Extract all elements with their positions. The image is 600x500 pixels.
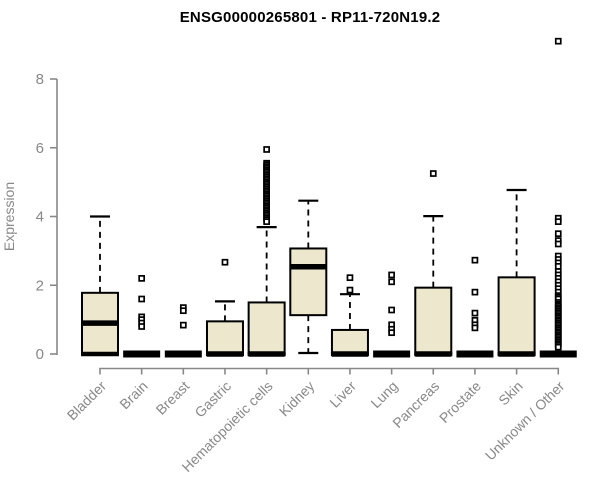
- flat-bar: [123, 350, 161, 358]
- outlier-point: [388, 306, 395, 314]
- box: [414, 286, 453, 355]
- outlier-point: [554, 37, 562, 45]
- boxplot-liver: [330, 274, 369, 357]
- outlier-point: [471, 288, 479, 296]
- outlier-point: [221, 258, 229, 266]
- outlier-point: [429, 170, 437, 177]
- outlier-point: [554, 218, 562, 226]
- outlier-point: [263, 146, 270, 153]
- x-tick-label-liver: Liver: [326, 378, 359, 411]
- outlier-point: [346, 274, 354, 282]
- outlier-point: [471, 324, 479, 332]
- boxplot-pancreas: [414, 170, 453, 357]
- boxplot-kidney: [289, 199, 328, 355]
- outlier-point: [388, 278, 395, 286]
- outlier-point: [554, 343, 562, 351]
- flat-bar: [373, 350, 411, 358]
- outlier-point: [471, 256, 479, 264]
- x-tick-label-unknown-other: Unknown / Other: [482, 378, 568, 464]
- flat-bar: [164, 350, 202, 358]
- outlier-point: [346, 286, 354, 294]
- boxplot-breast: [164, 304, 202, 358]
- boxplot-gastric: [205, 258, 244, 357]
- outlier-point: [179, 307, 187, 315]
- outlier-point: [138, 295, 146, 303]
- y-tick-label: 6: [36, 140, 44, 157]
- outlier-point: [554, 262, 562, 270]
- y-tick-label: 0: [36, 346, 44, 363]
- boxplot-hematopoietic-cells: [247, 146, 286, 357]
- x-tick-label-kidney: Kidney: [276, 378, 318, 420]
- x-tick-label-bladder: Bladder: [64, 378, 110, 424]
- outlier-point: [138, 275, 146, 282]
- outlier-point: [388, 329, 395, 337]
- boxplot-prostate: [456, 256, 494, 358]
- outlier-point: [263, 218, 270, 226]
- boxplot-skin: [497, 188, 536, 357]
- x-tick-label-skin: Skin: [495, 378, 526, 409]
- outlier-point: [138, 323, 146, 330]
- flat-bar: [539, 350, 577, 358]
- box: [205, 320, 244, 355]
- y-tick-label: 2: [36, 277, 44, 294]
- box: [330, 328, 369, 355]
- x-tick-label-lung: Lung: [367, 378, 400, 411]
- y-tick-label: 8: [36, 71, 44, 88]
- y-axis-label: Expression: [1, 182, 17, 251]
- boxplot-lung: [373, 271, 411, 358]
- chart-title: ENSG00000265801 - RP11-720N19.2: [179, 9, 441, 26]
- x-tick-label-brain: Brain: [116, 378, 150, 412]
- outlier-point: [179, 321, 187, 329]
- x-tick-label-prostate: Prostate: [436, 378, 484, 426]
- y-tick-label: 4: [36, 209, 44, 226]
- box: [289, 247, 328, 317]
- box: [497, 276, 536, 355]
- outlier-point: [554, 240, 562, 248]
- boxplot-bladder: [81, 215, 119, 357]
- outlier-point: [471, 309, 479, 317]
- outlier-point: [388, 271, 395, 279]
- boxplot-unknown-other: [539, 37, 577, 358]
- box: [247, 301, 286, 355]
- flat-bar: [456, 350, 494, 358]
- outlier-point: [554, 230, 562, 238]
- x-tick-label-breast: Breast: [153, 378, 193, 418]
- boxplot-brain: [123, 275, 161, 358]
